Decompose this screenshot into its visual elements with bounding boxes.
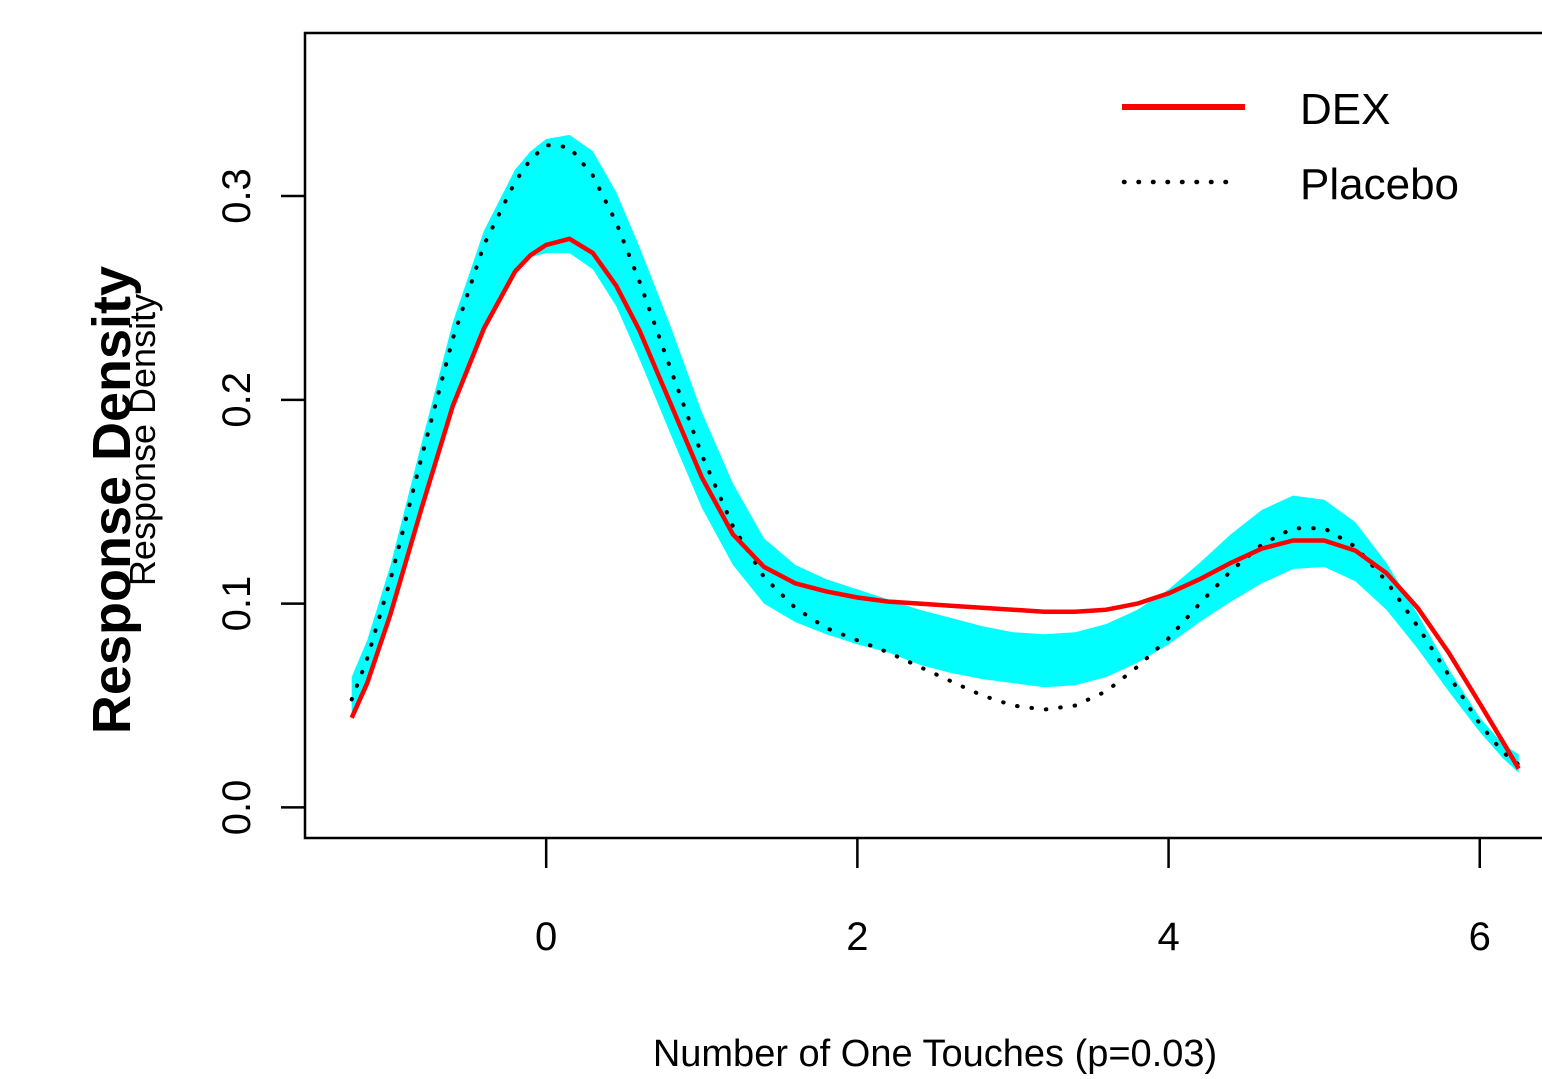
legend-label-dex: DEX xyxy=(1300,85,1390,134)
y-axis: 0.0 0.1 0.2 0.3 xyxy=(215,168,305,835)
series-layer xyxy=(349,143,1521,770)
x-axis: 0 2 4 6 xyxy=(535,838,1491,959)
y-tick-label: 0.1 xyxy=(215,576,259,632)
legend: DEX Placebo xyxy=(1121,85,1459,209)
x-tick-label: 0 xyxy=(535,915,557,959)
legend-label-placebo: Placebo xyxy=(1300,160,1459,209)
y-tick-label: 0.3 xyxy=(215,168,259,224)
x-tick-label: 4 xyxy=(1157,915,1179,959)
y-axis-title-overlay: Response Density xyxy=(122,294,163,586)
y-tick-label: 0.2 xyxy=(215,372,259,428)
plot-frame xyxy=(303,31,1542,840)
series-line-dex xyxy=(349,236,1521,770)
confidence-band xyxy=(351,134,1519,773)
y-axis-title: Response Density xyxy=(82,266,142,734)
series-line-placebo xyxy=(349,143,1521,767)
y-tick-label: 0.0 xyxy=(215,780,259,836)
x-tick-label: 6 xyxy=(1469,915,1491,959)
x-tick-label: 2 xyxy=(846,915,868,959)
x-axis-title: Number of One Touches (p=0.03) xyxy=(653,1033,1217,1075)
confidence-band-layer xyxy=(351,134,1519,773)
